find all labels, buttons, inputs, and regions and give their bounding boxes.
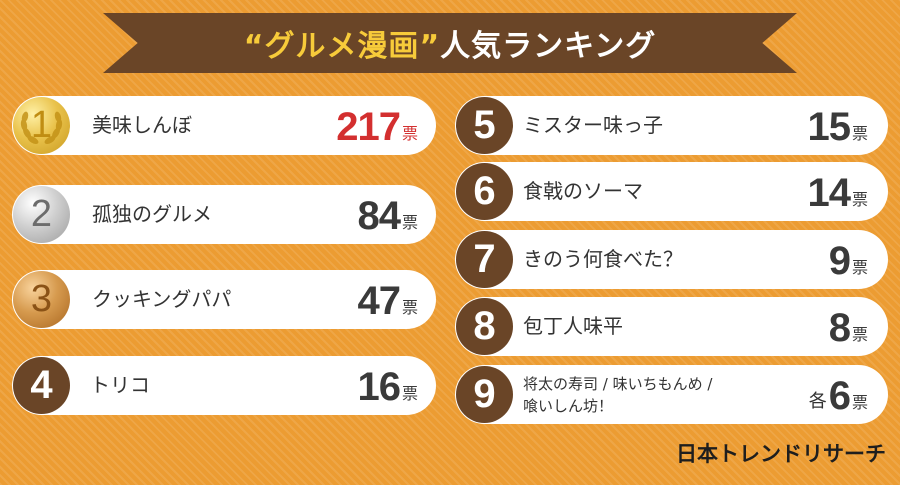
vote-number: 84 <box>357 194 400 238</box>
ranking-row-5: 5 ミスター味っ子 15 票 <box>455 96 888 155</box>
vote-count: 15 票 <box>807 96 868 155</box>
rank-number: 6 <box>473 169 496 213</box>
manga-title: トリコ <box>90 373 150 397</box>
ranking-row-1: 1 美味しんぼ 217 票 <box>12 96 436 155</box>
rank-number: 5 <box>473 103 496 147</box>
bronze-medal-icon: 3 <box>13 271 70 328</box>
gold-medal-icon: 1 <box>13 97 70 154</box>
vote-unit: 票 <box>401 384 418 403</box>
vote-number: 47 <box>357 279 400 323</box>
vote-unit: 票 <box>851 393 868 412</box>
ranking-row-2: 2 孤独のグルメ 84 票 <box>12 185 436 244</box>
laurel-wreath-icon <box>20 111 63 144</box>
rank-circle: 5 <box>456 97 513 154</box>
rank-circle: 4 <box>13 357 70 414</box>
title-banner: “グルメ漫画”人気ランキング <box>103 13 797 73</box>
vote-count: 16 票 <box>357 356 418 415</box>
title-accent: グルメ漫画 <box>264 29 420 64</box>
manga-title: 食戟のソーマ <box>523 179 643 203</box>
vote-count: 9 票 <box>829 230 868 289</box>
rank-number: 2 <box>30 193 53 235</box>
manga-title-line-1: 将太の寿司 / 味いちもんめ / <box>523 375 713 393</box>
manga-title: ミスター味っ子 <box>523 113 663 137</box>
vote-count: 8 票 <box>829 297 868 356</box>
vote-number: 16 <box>357 365 400 409</box>
ranking-row-6: 6 食戟のソーマ 14 票 <box>455 162 888 221</box>
vote-number: 15 <box>807 105 850 149</box>
rank-circle: 7 <box>456 231 513 288</box>
vote-number: 14 <box>807 171 850 215</box>
vote-unit: 票 <box>401 213 418 232</box>
ranking-row-9: 9 将太の寿司 / 味いちもんめ / 喰いしん坊！ 各 6 票 <box>455 365 888 424</box>
vote-number: 6 <box>828 374 851 418</box>
manga-title: 包丁人味平 <box>523 314 623 338</box>
rank-number: 7 <box>473 237 496 281</box>
ranking-row-4: 4 トリコ 16 票 <box>12 356 436 415</box>
rank-circle: 6 <box>456 163 513 220</box>
manga-title: 美味しんぼ <box>92 113 192 137</box>
vote-number: 217 <box>336 105 401 149</box>
vote-count: 47 票 <box>357 270 418 329</box>
ranking-row-7: 7 きのう何食べた？ 9 票 <box>455 230 888 289</box>
vote-unit: 票 <box>401 298 418 317</box>
vote-count: 84 票 <box>357 185 418 244</box>
vote-unit: 票 <box>401 124 418 143</box>
rank-number: 1 <box>30 104 53 146</box>
ranking-row-3: 3 クッキングパパ 47 票 <box>12 270 436 329</box>
rank-number: 4 <box>30 363 53 407</box>
rank-number: 8 <box>473 304 496 348</box>
brand-logo-text: 日本トレンドリサーチ <box>676 442 886 466</box>
vote-unit: 票 <box>851 258 868 277</box>
manga-title-group: 将太の寿司 / 味いちもんめ / 喰いしん坊！ <box>523 373 712 417</box>
manga-title: クッキングパパ <box>92 287 232 311</box>
rank-number: 3 <box>30 278 53 320</box>
manga-title: きのう何食べた？ <box>523 247 683 271</box>
title-open-quote: “ <box>243 29 265 64</box>
vote-count: 各 6 票 <box>809 365 868 424</box>
manga-title-line-2: 喰いしん坊！ <box>523 397 614 415</box>
title-rest: 人気ランキング <box>440 29 657 64</box>
manga-title: 孤独のグルメ <box>92 202 212 226</box>
vote-unit: 票 <box>851 190 868 209</box>
vote-number: 8 <box>828 306 851 350</box>
vote-count: 14 票 <box>807 162 868 221</box>
title-close-quote: ” <box>419 29 441 64</box>
vote-unit: 票 <box>851 124 868 143</box>
vote-number: 9 <box>828 239 851 283</box>
rank-number: 9 <box>473 372 496 416</box>
rank-circle: 8 <box>456 298 513 355</box>
vote-unit: 票 <box>851 325 868 344</box>
silver-medal-icon: 2 <box>13 186 70 243</box>
page-title: “グルメ漫画”人気ランキング <box>244 21 657 65</box>
vote-count: 217 票 <box>336 96 418 155</box>
ranking-row-8: 8 包丁人味平 8 票 <box>455 297 888 356</box>
vote-prefix: 各 <box>808 391 827 412</box>
rank-circle: 9 <box>456 366 513 423</box>
